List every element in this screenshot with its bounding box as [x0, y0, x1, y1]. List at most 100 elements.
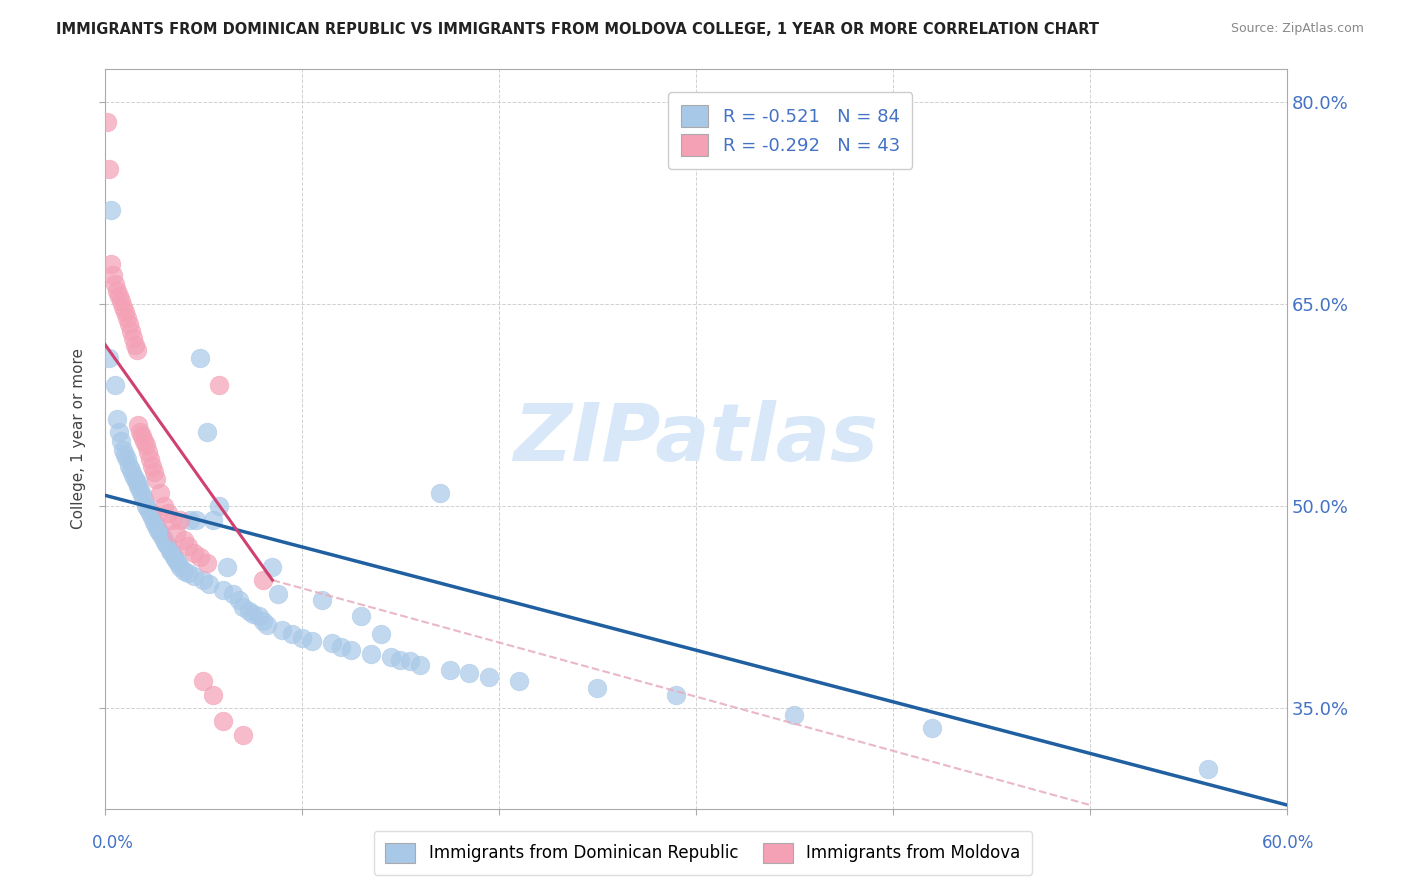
Point: [212, 582, 235, 597]
Point: [458, 666, 481, 681]
Point: [242, 607, 264, 621]
Point: [321, 636, 343, 650]
Point: [783, 707, 806, 722]
Point: [129, 425, 152, 439]
Point: [160, 546, 183, 560]
Point: [370, 627, 392, 641]
Point: [121, 331, 143, 345]
Point: [921, 721, 943, 735]
Point: [179, 512, 201, 526]
Point: [159, 543, 181, 558]
Point: [110, 294, 132, 309]
Point: [409, 657, 432, 672]
Point: [104, 378, 127, 392]
Point: [101, 268, 124, 282]
Point: [360, 647, 382, 661]
Point: [665, 688, 688, 702]
Point: [136, 501, 159, 516]
Point: [330, 640, 353, 655]
Point: [149, 526, 172, 541]
Point: [157, 506, 180, 520]
Point: [135, 499, 157, 513]
Point: [136, 445, 159, 459]
Point: [350, 609, 373, 624]
Point: [193, 573, 215, 587]
Point: [97, 351, 120, 365]
Text: 60.0%: 60.0%: [1263, 834, 1315, 852]
Point: [222, 586, 245, 600]
Y-axis label: College, 1 year or more: College, 1 year or more: [72, 348, 86, 529]
Point: [96, 115, 118, 129]
Point: [143, 466, 166, 480]
Point: [184, 512, 207, 526]
Point: [238, 604, 260, 618]
Point: [183, 546, 205, 560]
Point: [110, 434, 132, 449]
Point: [1197, 762, 1219, 776]
Point: [141, 458, 163, 473]
Point: [271, 623, 294, 637]
Point: [169, 512, 191, 526]
Point: [131, 429, 153, 443]
Point: [125, 343, 148, 357]
Point: [107, 289, 129, 303]
Point: [177, 540, 200, 554]
Point: [281, 627, 304, 641]
Point: [111, 300, 134, 314]
Point: [252, 614, 274, 628]
Point: [150, 529, 173, 543]
Point: [107, 425, 129, 439]
Point: [115, 310, 138, 325]
Point: [114, 305, 136, 319]
Point: [212, 714, 235, 729]
Point: [120, 463, 142, 477]
Point: [197, 556, 219, 570]
Point: [143, 515, 166, 529]
Point: [117, 318, 139, 332]
Point: [100, 202, 122, 217]
Point: [301, 633, 323, 648]
Point: [380, 649, 402, 664]
Point: [165, 553, 187, 567]
Point: [105, 411, 128, 425]
Point: [100, 257, 122, 271]
Point: [139, 452, 162, 467]
Point: [232, 728, 254, 742]
Point: [141, 509, 163, 524]
Point: [146, 524, 169, 538]
Point: [267, 586, 290, 600]
Point: [311, 593, 333, 607]
Point: [139, 506, 162, 520]
Point: [169, 559, 191, 574]
Point: [157, 540, 180, 554]
Point: [228, 593, 250, 607]
Text: 0.0%: 0.0%: [91, 834, 134, 852]
Legend: R = -0.521   N = 84, R = -0.292   N = 43: R = -0.521 N = 84, R = -0.292 N = 43: [668, 93, 912, 169]
Point: [247, 609, 270, 624]
Point: [399, 654, 422, 668]
Point: [217, 559, 239, 574]
Point: [120, 324, 142, 338]
Point: [208, 499, 231, 513]
Point: [439, 663, 461, 677]
Point: [197, 425, 219, 439]
Point: [131, 488, 153, 502]
Point: [134, 434, 156, 449]
Point: [188, 351, 211, 365]
Point: [202, 688, 225, 702]
Point: [124, 472, 146, 486]
Point: [163, 550, 186, 565]
Point: [508, 674, 530, 689]
Text: IMMIGRANTS FROM DOMINICAN REPUBLIC VS IMMIGRANTS FROM MOLDOVA COLLEGE, 1 YEAR OR: IMMIGRANTS FROM DOMINICAN REPUBLIC VS IM…: [56, 22, 1099, 37]
Point: [127, 479, 149, 493]
Point: [389, 652, 412, 666]
Point: [165, 526, 187, 541]
Point: [478, 670, 501, 684]
Point: [173, 533, 195, 547]
Point: [177, 566, 200, 581]
Point: [121, 468, 143, 483]
Point: [135, 438, 157, 452]
Point: [256, 617, 278, 632]
Point: [134, 492, 156, 507]
Point: [340, 643, 363, 657]
